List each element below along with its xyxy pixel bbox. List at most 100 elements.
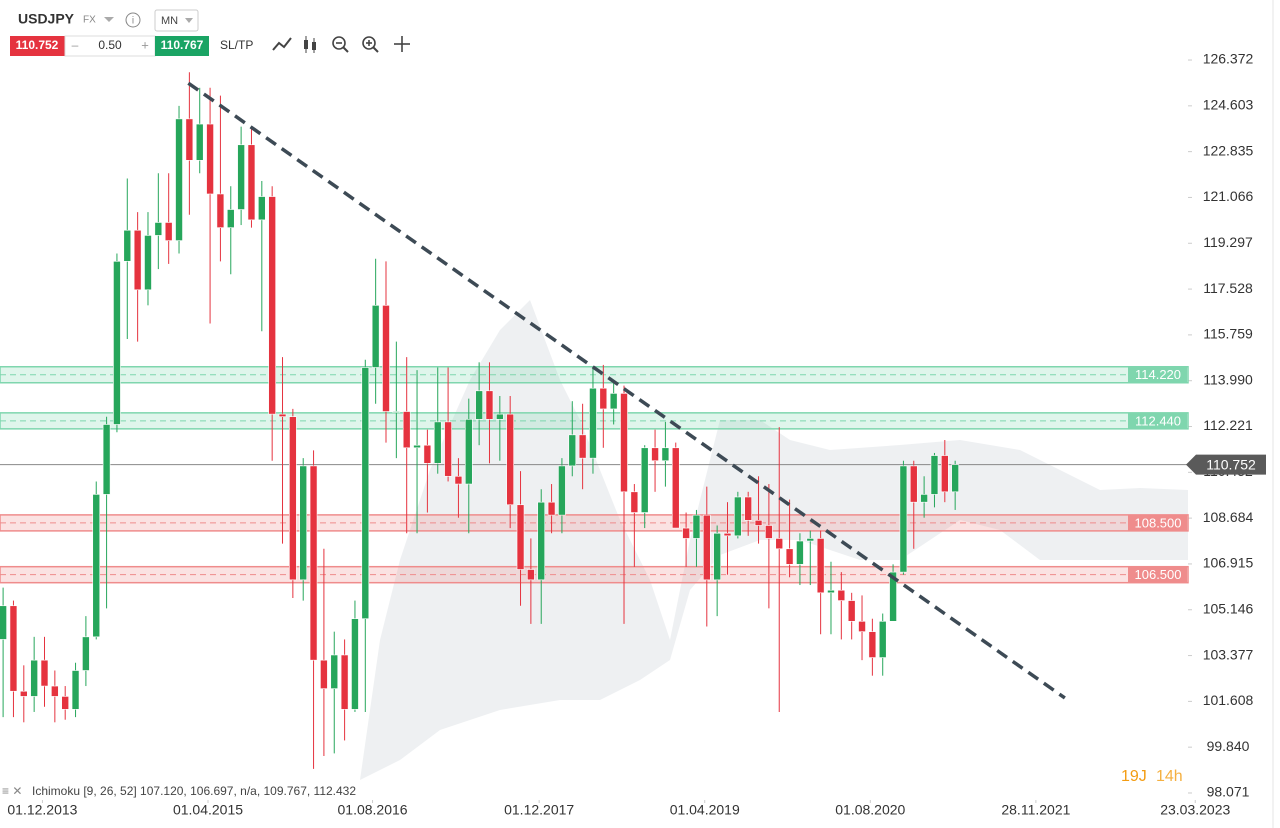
candle-body xyxy=(785,548,794,565)
market: FX xyxy=(83,15,96,26)
info-icon[interactable] xyxy=(125,12,141,28)
candle-body xyxy=(475,390,483,420)
line-tool[interactable] xyxy=(272,37,292,51)
info-i: i xyxy=(132,16,134,27)
level-label: 106.500 xyxy=(1135,567,1182,582)
level-label: 114.220 xyxy=(1135,367,1181,382)
x-tick-label: 01.08.2016 xyxy=(338,802,408,818)
candle-body xyxy=(413,444,421,449)
y-tick-label: 101.608 xyxy=(1203,692,1254,708)
bid-price: 110.752 xyxy=(16,38,59,52)
y-tick-label: 122.835 xyxy=(1203,142,1254,158)
buy-button[interactable] xyxy=(155,36,209,56)
candle-body xyxy=(320,659,328,689)
candle-body xyxy=(692,514,701,539)
zoom-in[interactable] xyxy=(362,36,379,53)
candle-body xyxy=(796,540,804,565)
candle-body xyxy=(547,501,556,516)
candle-body xyxy=(941,455,949,493)
zoom-out[interactable] xyxy=(332,36,349,53)
y-tick-label: 106.915 xyxy=(1203,555,1254,571)
y-tick-label: 119.297 xyxy=(1203,234,1253,250)
candle-body xyxy=(102,424,111,495)
lot-size: 0.50 xyxy=(98,38,122,52)
candle-body xyxy=(351,618,359,710)
candle-body xyxy=(289,416,297,581)
level-badge xyxy=(1128,514,1187,531)
candle-body xyxy=(444,421,452,477)
timeframe: MN xyxy=(161,15,178,27)
x-tick-label: 28.11.2021 xyxy=(1001,802,1070,818)
candle-body xyxy=(226,209,235,228)
level-badge xyxy=(1128,412,1187,429)
candle-body xyxy=(702,514,711,581)
candle-body xyxy=(92,494,101,638)
last-price-badge xyxy=(1186,454,1266,475)
dropdown-icon[interactable] xyxy=(104,17,114,22)
candle-body xyxy=(485,390,494,420)
candle-body xyxy=(682,527,690,539)
timeframe-select[interactable] xyxy=(154,9,199,32)
x-tick-label: 01.08.2020 xyxy=(835,802,905,818)
candle-body xyxy=(744,496,752,521)
candle-body xyxy=(640,447,649,513)
candle-body xyxy=(827,589,835,594)
candle-body xyxy=(278,413,287,418)
candle-body xyxy=(392,411,401,413)
candle-body xyxy=(765,525,773,539)
candle-body xyxy=(185,118,194,161)
candle-body xyxy=(909,465,918,503)
candle-body xyxy=(340,654,349,710)
candle-body xyxy=(382,305,390,412)
sell-button[interactable] xyxy=(10,36,65,56)
candle-body xyxy=(837,589,846,601)
candle-body xyxy=(537,501,546,581)
candle-body xyxy=(464,418,473,485)
ichimoku-cloud xyxy=(360,300,1188,780)
ask-price: 110.767 xyxy=(161,38,204,52)
candle-body xyxy=(133,229,142,291)
candle-tool[interactable] xyxy=(304,36,316,53)
candle-body xyxy=(599,387,608,410)
candle-body xyxy=(847,600,856,622)
candle-body xyxy=(516,504,525,570)
candle-body xyxy=(258,196,266,221)
pan-tool[interactable] xyxy=(394,36,410,52)
level-label: 108.500 xyxy=(1135,515,1182,530)
y-tick-label: 115.759 xyxy=(1203,326,1253,342)
candle-body xyxy=(558,465,566,516)
candle-body xyxy=(361,367,370,620)
candle-body xyxy=(195,123,204,161)
y-tick-label: 98.071 xyxy=(1207,784,1250,800)
candle-body xyxy=(868,631,877,658)
candle-body xyxy=(247,144,256,221)
candle-body xyxy=(506,413,514,506)
y-tick-label: 103.377 xyxy=(1203,646,1254,662)
timer-hours: 14h xyxy=(1156,768,1183,785)
candle-body xyxy=(61,696,69,710)
candle-body xyxy=(713,532,721,581)
toolbar: USDJPY FX i MN 110.752 – 0.50 + 110.767 … xyxy=(10,9,410,57)
candle-body xyxy=(423,444,432,464)
lot-plus[interactable]: + xyxy=(141,37,149,52)
level-badge xyxy=(1128,366,1187,383)
indicator-icon[interactable]: ≡ ✕ xyxy=(2,784,22,798)
y-tick-label: 108.684 xyxy=(1203,509,1254,525)
trendline xyxy=(187,81,1066,700)
candle-body xyxy=(889,571,897,622)
y-tick-label: 117.528 xyxy=(1203,280,1253,296)
candle-body xyxy=(620,393,628,493)
level-label: 112.440 xyxy=(1135,413,1181,428)
y-tick-label: 124.603 xyxy=(1203,97,1254,113)
candle-body xyxy=(568,434,577,467)
candle-body xyxy=(433,421,442,464)
candle-body xyxy=(496,413,504,420)
candle-body xyxy=(113,261,121,425)
lot-minus[interactable]: – xyxy=(72,38,79,52)
candle-body xyxy=(175,118,183,241)
sltp-button[interactable]: SL/TP xyxy=(220,38,253,52)
candle-body xyxy=(40,659,49,687)
